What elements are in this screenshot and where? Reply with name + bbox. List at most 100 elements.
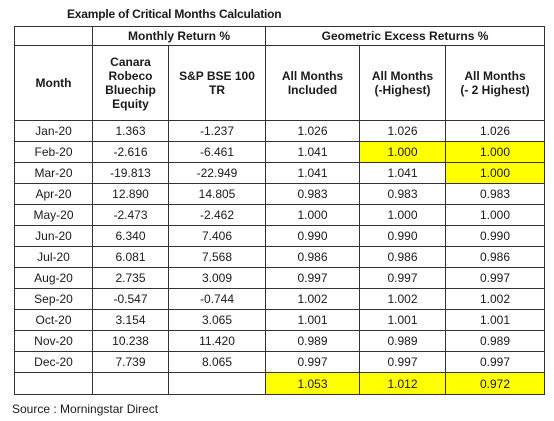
canara-cell: 12.890 [92,183,169,205]
month-cell: Dec-20 [14,351,93,373]
table-row: Feb-20 -2.616 -6.461 1.041 1.000 1.000 [14,141,546,163]
sp-cell: -0.744 [168,288,266,310]
blank-header-cell [14,26,93,46]
all-months-cell: 1.026 [265,120,360,142]
minus-highest-cell: 1.000 [359,204,446,226]
minus-2-highest-cell: 0.997 [444,351,546,373]
all-months-cell: 0.997 [265,267,360,289]
sp-bse-100-header: S&P BSE 100 TR [168,45,266,121]
all-months-cell: 0.983 [265,183,360,205]
highest-header-line-1: All Months [371,69,434,83]
minus-highest-cell: 0.989 [359,330,446,352]
minus-2-highest-cell: 0.997 [444,267,546,289]
month-cell: Nov-20 [14,330,93,352]
all-header-line-2: Included [287,83,338,97]
month-cell: May-20 [14,204,93,226]
minus-highest-cell: 0.990 [359,225,446,247]
minus-highest-cell: 1.002 [359,288,446,310]
table-row: Apr-20 12.890 14.805 0.983 0.983 0.983 [14,183,546,205]
table-row: May-20 -2.473 -2.462 1.000 1.000 1.000 [14,204,546,226]
highest-header-line-2: (-Highest) [374,83,431,97]
month-cell: Jul-20 [14,246,93,268]
minus-2-highest-cell: 0.989 [444,330,546,352]
canara-cell: -2.473 [92,204,169,226]
month-cell: Oct-20 [14,309,93,331]
month-cell: Apr-20 [14,183,93,205]
minus-2-highest-cell-highlighted: 1.000 [444,141,546,163]
table-title: Example of Critical Months Calculation [67,7,282,21]
totals-row: 1.053 1.012 0.972 [14,372,546,395]
sp-cell: 7.568 [168,246,266,268]
canara-header-line-4: Equity [112,97,149,111]
sp-cell: -6.461 [168,141,266,163]
sp-cell: 11.420 [168,330,266,352]
minus-highest-cell-highlighted: 1.000 [359,141,446,163]
all-months-cell: 1.002 [265,288,360,310]
monthly-return-group-header: Monthly Return % [92,26,266,46]
totals-blank-cell [92,372,169,395]
table-row: Mar-20 -19.813 -22.949 1.041 1.041 1.000 [14,162,546,184]
minus-2-highest-cell: 1.001 [444,309,546,331]
all-months-cell: 0.997 [265,351,360,373]
sp-cell: -1.237 [168,120,266,142]
canara-cell: 3.154 [92,309,169,331]
minus-2-highest-cell: 0.990 [444,225,546,247]
totals-blank-cell [168,372,266,395]
sp-cell: 8.065 [168,351,266,373]
minus-2-highest-cell: 1.026 [444,120,546,142]
all-months-cell: 1.041 [265,162,360,184]
all-months-minus-highest-header: All Months (-Highest) [359,45,446,121]
critical-months-table: Monthly Return % Geometric Excess Return… [14,26,546,395]
canara-cell: 6.081 [92,246,169,268]
sp-cell: 7.406 [168,225,266,247]
minus-2-highest-cell: 1.000 [444,204,546,226]
sp-cell: -2.462 [168,204,266,226]
geometric-excess-group-header: Geometric Excess Returns % [264,26,546,46]
canara-cell: -0.547 [92,288,169,310]
minus-2-highest-cell: 1.002 [444,288,546,310]
all-header-line-1: All Months [281,69,344,83]
source-note: Source : Morningstar Direct [12,402,159,416]
all-months-cell: 0.986 [265,246,360,268]
table-row: Oct-20 3.154 3.065 1.001 1.001 1.001 [14,309,546,331]
all-months-cell: 1.041 [265,141,360,163]
sp-cell: -22.949 [168,162,266,184]
canara-header-line-3: Bluechip [105,83,156,97]
month-cell: Feb-20 [14,141,93,163]
canara-cell: 2.735 [92,267,169,289]
minus-highest-cell: 1.026 [359,120,446,142]
all-months-cell: 0.990 [265,225,360,247]
minus-2-highest-cell: 0.983 [444,183,546,205]
canara-cell: 10.238 [92,330,169,352]
minus-highest-cell: 0.983 [359,183,446,205]
minus-2-highest-cell-highlighted: 1.000 [444,162,546,184]
canara-robeco-header: Canara Robeco Bluechip Equity [92,45,169,121]
month-cell: Mar-20 [14,162,93,184]
canara-cell: 7.739 [92,351,169,373]
month-cell: Jun-20 [14,225,93,247]
all-months-cell: 0.989 [265,330,360,352]
canara-cell: -19.813 [92,162,169,184]
minus-highest-cell: 0.997 [359,351,446,373]
table-row: Dec-20 7.739 8.065 0.997 0.997 0.997 [14,351,546,373]
table-row: Jul-20 6.081 7.568 0.986 0.986 0.986 [14,246,546,268]
sp-cell: 3.009 [168,267,266,289]
table-row: Sep-20 -0.547 -0.744 1.002 1.002 1.002 [14,288,546,310]
total-all-months-cell: 1.053 [265,372,360,395]
month-cell: Jan-20 [14,120,93,142]
minus-highest-cell: 0.986 [359,246,446,268]
all-months-cell: 1.000 [265,204,360,226]
sp-header-line-2: TR [209,83,225,97]
month-header: Month [14,45,93,121]
canara-header-line-2: Robeco [108,69,153,83]
all-months-included-header: All Months Included [265,45,360,121]
month-cell: Sep-20 [14,288,93,310]
table-row: Jun-20 6.340 7.406 0.990 0.990 0.990 [14,225,546,247]
month-cell: Aug-20 [14,267,93,289]
canara-cell: -2.616 [92,141,169,163]
sp-cell: 3.065 [168,309,266,331]
two-highest-header-line-1: All Months [464,69,526,83]
two-highest-header-line-2: (- 2 Highest) [460,83,530,97]
all-months-minus-2-highest-header: All Months (- 2 Highest) [444,45,546,121]
minus-highest-cell: 1.041 [359,162,446,184]
